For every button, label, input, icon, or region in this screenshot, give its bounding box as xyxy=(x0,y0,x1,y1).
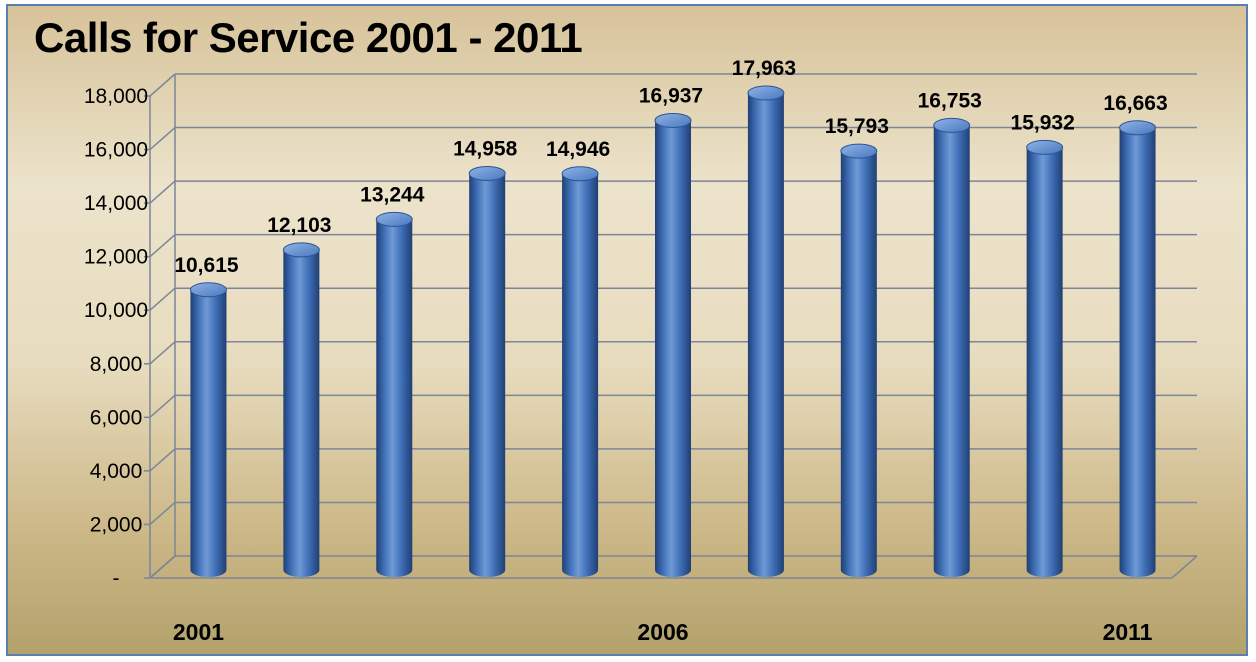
bar xyxy=(654,112,692,577)
data-label: 14,958 xyxy=(453,137,518,160)
bar-cap xyxy=(561,166,599,182)
bar xyxy=(282,242,320,577)
bar-cap xyxy=(1026,139,1064,155)
bar-cap xyxy=(1119,120,1157,136)
data-label: 15,793 xyxy=(825,115,889,138)
gridline-side xyxy=(149,341,176,365)
bar-body xyxy=(283,249,320,577)
x-tick-label: 2011 xyxy=(1103,619,1153,645)
x-tick-label: 2001 xyxy=(173,619,224,645)
bar-body xyxy=(933,125,970,577)
x-tick-label: 2006 xyxy=(637,619,688,645)
bar xyxy=(933,117,971,577)
gridline-side xyxy=(149,287,176,311)
data-label: 16,753 xyxy=(918,89,982,112)
bar xyxy=(1026,139,1064,577)
bar-body xyxy=(562,173,599,577)
bar xyxy=(189,282,227,577)
bar-body xyxy=(1026,147,1063,577)
gridline-side xyxy=(149,555,176,579)
bar xyxy=(1119,120,1157,578)
bars xyxy=(189,85,1157,578)
bar-cap xyxy=(189,282,227,298)
data-label: 15,932 xyxy=(1011,111,1075,134)
bar-body xyxy=(1119,127,1156,578)
bar-body xyxy=(190,289,227,577)
y-tick-label: 12,000 xyxy=(84,246,148,269)
gridline-side xyxy=(149,126,176,151)
bar-cap xyxy=(933,117,971,133)
gridline-side xyxy=(149,448,176,472)
y-tick-label: 18,000 xyxy=(84,85,148,108)
chart-title: Calls for Service 2001 - 2011 xyxy=(34,14,583,61)
data-label: 14,946 xyxy=(546,138,610,161)
bar xyxy=(375,211,413,578)
x-axis: 2001 2006 2011 xyxy=(173,619,1153,645)
data-labels: 10,615 12,103 13,244 14,958 14,946 16,937 17,9… xyxy=(174,57,1167,277)
gridline-side xyxy=(149,501,176,526)
bar-cap xyxy=(468,165,506,181)
bar-cap xyxy=(282,242,320,258)
data-label: 17,963 xyxy=(732,57,796,80)
gridline-side xyxy=(149,73,176,97)
bar xyxy=(468,165,506,577)
y-tick-label: 4,000 xyxy=(90,460,143,483)
bar xyxy=(840,143,878,577)
y-tick-label: 6,000 xyxy=(90,406,143,429)
y-tick-label: 14,000 xyxy=(84,192,148,215)
data-label: 13,244 xyxy=(360,183,425,206)
gridline-side xyxy=(149,234,176,258)
data-label: 12,103 xyxy=(267,214,331,237)
y-tick-label: - xyxy=(113,567,120,590)
floor-right-edge xyxy=(1171,555,1198,579)
bar-cap xyxy=(747,85,785,101)
data-label: 10,615 xyxy=(174,254,239,277)
bar-body xyxy=(655,120,691,577)
bar-cap xyxy=(654,112,692,128)
data-label: 16,937 xyxy=(639,84,703,107)
bar-cap xyxy=(375,211,413,227)
y-tick-label: 2,000 xyxy=(90,513,143,536)
y-tick-label: 8,000 xyxy=(90,353,143,376)
y-axis: - 2,000 4,000 6,000 8,000 10,000 12,000 14,000 1… xyxy=(84,85,150,590)
bar xyxy=(747,85,785,577)
bar-body xyxy=(747,92,784,577)
gridline-side xyxy=(149,180,176,204)
bar xyxy=(561,166,599,577)
bar-body xyxy=(376,219,413,578)
gridline-side xyxy=(149,394,176,418)
y-tick-label: 10,000 xyxy=(84,299,148,322)
bar-body xyxy=(469,173,506,577)
y-tick-label: 16,000 xyxy=(84,139,148,162)
bar-body xyxy=(840,151,877,577)
bar-cap xyxy=(840,143,878,159)
data-label: 16,663 xyxy=(1103,92,1167,115)
